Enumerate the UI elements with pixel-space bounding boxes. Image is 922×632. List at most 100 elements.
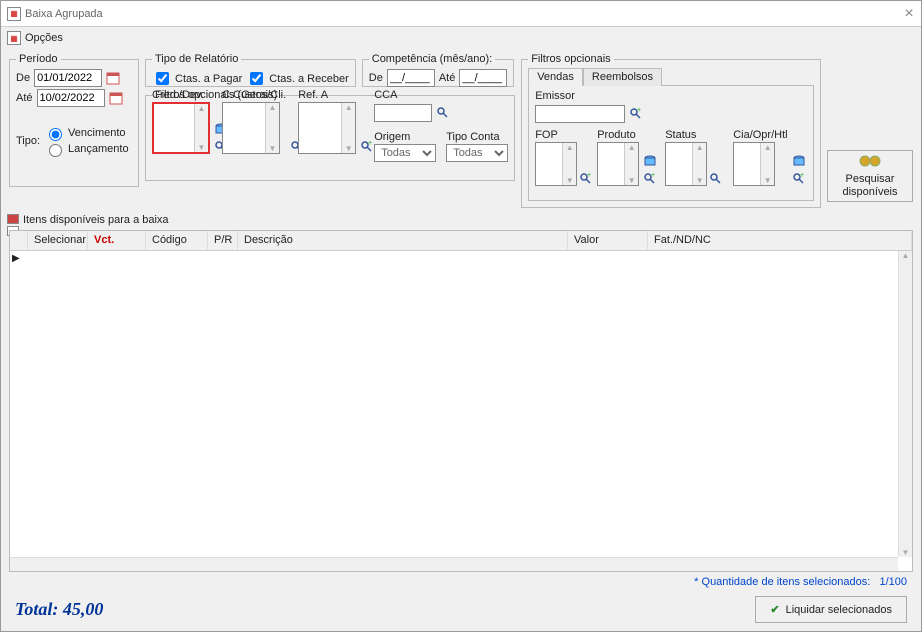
calendar-icon[interactable] xyxy=(109,91,123,105)
scrollbar[interactable]: ▲▼ xyxy=(194,104,208,152)
cca-input[interactable] xyxy=(374,104,432,122)
status-listbox[interactable]: ▲▼ xyxy=(665,142,707,186)
check-icon: ✔ xyxy=(770,603,779,616)
cia-label: Cia/Opr/Htl xyxy=(733,129,787,141)
scrollbar[interactable]: ▲▼ xyxy=(265,103,279,153)
col-vct[interactable]: Vct. xyxy=(88,231,146,250)
tipo-label: Tipo: xyxy=(16,135,40,147)
grid-section: Itens disponíveis para a baixa xyxy=(23,214,913,226)
col-fat[interactable]: Fat./ND/NC xyxy=(648,231,912,250)
emissor-label: Emissor xyxy=(535,90,807,102)
ccustos-listbox[interactable]: ▲▼ xyxy=(222,102,280,154)
chk-receber[interactable]: Ctas. a Receber xyxy=(246,69,348,88)
fop-label: FOP xyxy=(535,129,577,141)
filtros-gerais-fieldset: Filtros opcionais (Gerais) Cred./Dev. ▲▼ xyxy=(145,89,515,181)
row-indicator-icon: ▶ xyxy=(12,253,20,264)
search-add-icon[interactable]: + xyxy=(629,107,643,121)
close-icon[interactable]: × xyxy=(903,8,915,20)
app-window: ▦ Baixa Agrupada × ▦ Opções Período De A… xyxy=(0,0,922,632)
scrollbar[interactable]: ▲▼ xyxy=(760,143,774,185)
app-icon: ▦ xyxy=(7,7,21,21)
grid: Selecionar Vct. Código P/R Descrição Val… xyxy=(9,230,913,572)
search-add-icon[interactable]: + xyxy=(360,140,374,154)
competencia-fieldset: Competência (mês/ano): De Até xyxy=(362,53,515,87)
total-display: Total: 45,00 xyxy=(15,599,103,620)
filters-panel: Período De Até Tipo: xyxy=(1,49,921,208)
cred-label: Cred./Dev. xyxy=(152,89,210,101)
titlebar: ▦ Baixa Agrupada × xyxy=(1,1,921,27)
produto-listbox[interactable]: ▲▼ xyxy=(597,142,639,186)
de-label: De xyxy=(16,72,30,84)
tipo-relatorio-fieldset: Tipo de Relatório Ctas. a Pagar Ctas. a … xyxy=(145,53,356,87)
tab-reembolsos[interactable]: Reembolsos xyxy=(583,68,662,86)
svg-text:+: + xyxy=(651,172,655,179)
horizontal-scrollbar[interactable] xyxy=(10,557,898,571)
menubar: ▦ Opções xyxy=(1,27,921,49)
de-input[interactable] xyxy=(34,69,102,87)
competencia-legend: Competência (mês/ano): xyxy=(369,53,495,65)
periodo-fieldset: Período De Até Tipo: xyxy=(9,53,139,187)
footer: Total: 45,00 ✔ Liquidar selecionados xyxy=(1,588,921,623)
window-title: Baixa Agrupada xyxy=(25,8,903,20)
filtros-opcionais-fieldset: Filtros opcionais Vendas Reembolsos Emis… xyxy=(521,53,821,208)
refa-listbox[interactable]: ▲▼ xyxy=(298,102,356,154)
svg-text:+: + xyxy=(368,140,372,147)
col-codigo[interactable]: Código xyxy=(146,231,208,250)
scrollbar[interactable]: ▲▼ xyxy=(341,103,355,153)
database-icon[interactable] xyxy=(792,154,806,168)
origem-label: Origem xyxy=(374,131,436,143)
tipoconta-label: Tipo Conta xyxy=(446,131,508,143)
liquidar-button[interactable]: ✔ Liquidar selecionados xyxy=(755,596,907,623)
col-valor[interactable]: Valor xyxy=(568,231,648,250)
vendas-panel: Emissor + FOP ▲▼ + Produ xyxy=(528,85,814,201)
tipoconta-select[interactable]: Todas xyxy=(446,144,508,162)
grid-title: Itens disponíveis para a baixa xyxy=(23,214,169,226)
vertical-scrollbar[interactable]: ▲▼ xyxy=(898,251,912,557)
tab-vendas[interactable]: Vendas xyxy=(528,68,583,86)
svg-text:+: + xyxy=(587,172,591,179)
col-pr[interactable]: P/R xyxy=(208,231,238,250)
status-label: Status xyxy=(665,129,707,141)
comp-ate-input[interactable] xyxy=(459,69,507,87)
ccustos-label: C.Custos/Cli. xyxy=(222,89,286,101)
scrollbar[interactable]: ▲▼ xyxy=(692,143,706,185)
cred-listbox[interactable]: ▲▼ xyxy=(152,102,210,154)
periodo-legend: Período xyxy=(16,53,61,65)
refa-label: Ref. A xyxy=(298,89,356,101)
tabs: Vendas Reembolsos xyxy=(528,67,814,85)
svg-text:+: + xyxy=(637,107,641,114)
search-add-icon[interactable]: + xyxy=(579,172,593,186)
grid-body[interactable]: ▶ xyxy=(10,251,898,557)
search-button[interactable]: Pesquisar disponíveis xyxy=(827,150,913,202)
origem-select[interactable]: Todas xyxy=(374,144,436,162)
menu-opcoes[interactable]: Opções xyxy=(25,32,63,44)
search-add-icon[interactable]: + xyxy=(643,172,657,186)
search-icon[interactable] xyxy=(436,106,450,120)
produto-label: Produto xyxy=(597,129,639,141)
radio-vencimento[interactable]: Vencimento xyxy=(44,125,129,141)
col-selecionar[interactable]: Selecionar xyxy=(28,231,88,250)
binoculars-icon xyxy=(859,154,881,171)
tipo-relatorio-legend: Tipo de Relatório xyxy=(152,53,241,65)
calendar-icon[interactable] xyxy=(106,71,120,85)
fop-listbox[interactable]: ▲▼ xyxy=(535,142,577,186)
comp-de-label: De xyxy=(369,72,383,84)
scrollbar[interactable]: ▲▼ xyxy=(562,143,576,185)
filtros-opcionais-legend: Filtros opcionais xyxy=(528,53,613,65)
cia-listbox[interactable]: ▲▼ xyxy=(733,142,775,186)
emissor-input[interactable] xyxy=(535,105,625,123)
chk-pagar[interactable]: Ctas. a Pagar xyxy=(152,69,242,88)
comp-ate-label: Até xyxy=(439,72,456,84)
radio-lancamento[interactable]: Lançamento xyxy=(44,141,129,157)
grid-header: Selecionar Vct. Código P/R Descrição Val… xyxy=(10,231,912,251)
svg-text:+: + xyxy=(800,172,804,179)
comp-de-input[interactable] xyxy=(387,69,435,87)
scrollbar[interactable]: ▲▼ xyxy=(624,143,638,185)
search-icon[interactable] xyxy=(709,172,723,186)
options-icon: ▦ xyxy=(7,31,21,45)
cca-label: CCA xyxy=(374,89,397,101)
ate-input[interactable] xyxy=(37,89,105,107)
database-icon[interactable] xyxy=(643,154,657,168)
search-add-icon[interactable]: + xyxy=(792,172,806,186)
col-descricao[interactable]: Descrição xyxy=(238,231,568,250)
